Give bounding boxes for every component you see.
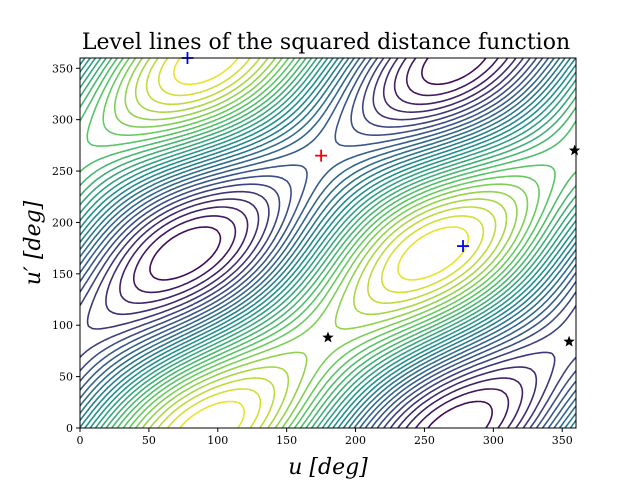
- y-tick-label: 150: [52, 268, 73, 281]
- chart-title: Level lines of the squared distance func…: [82, 30, 570, 55]
- contour-level: [80, 58, 576, 428]
- y-tick-label: 250: [52, 165, 73, 178]
- contour-level: [80, 58, 576, 428]
- contour-level: [86, 58, 556, 428]
- contour-level: [80, 58, 576, 428]
- contour-level: [80, 58, 576, 428]
- black-star-marker: [568, 144, 581, 156]
- y-tick-label: 0: [66, 422, 73, 435]
- contour-level: [80, 58, 576, 428]
- plot-frame: [79, 57, 577, 429]
- black-star-marker: [563, 335, 575, 347]
- contour-level: [133, 58, 510, 428]
- x-axis-label: u [deg]: [288, 455, 368, 480]
- y-tick-label: 100: [52, 319, 73, 332]
- x-tick-label: 0: [77, 434, 84, 447]
- x-tick-label: 300: [483, 434, 504, 447]
- x-tick-label: 250: [414, 434, 435, 447]
- contour-level: [86, 58, 556, 428]
- contour-level: [80, 58, 576, 428]
- x-tick-label: 150: [276, 434, 297, 447]
- y-tick-label: 300: [52, 114, 73, 127]
- contour-level: [80, 58, 576, 428]
- x-axis: 0 50 100 150 200 250 300 350: [77, 428, 573, 447]
- contour-level: [80, 58, 576, 428]
- contour-level: [80, 58, 576, 428]
- contour-level: [173, 58, 470, 428]
- x-tick-label: 200: [345, 434, 366, 447]
- contour-level: [157, 58, 485, 428]
- x-tick-label: 350: [552, 434, 573, 447]
- blue-cross-marker: [457, 240, 470, 253]
- contour-lines: [80, 58, 576, 428]
- contour-level: [80, 58, 576, 428]
- contour-level: [80, 58, 576, 428]
- contour-level: [80, 58, 576, 428]
- contour-level: [80, 58, 576, 428]
- black-star-marker: [322, 331, 334, 343]
- y-tick-label: 200: [52, 216, 73, 229]
- x-tick-label: 100: [207, 434, 228, 447]
- contour-level: [80, 58, 576, 428]
- y-axis-label: u′ [deg]: [21, 200, 46, 285]
- x-tick-label: 50: [142, 434, 156, 447]
- contour-level: [113, 58, 529, 428]
- red-cross-marker: [315, 149, 328, 162]
- y-axis: 0 50 100 150 200 250 300 350: [52, 62, 80, 435]
- y-tick-label: 350: [52, 62, 73, 75]
- y-tick-label: 50: [59, 371, 73, 384]
- contour-level: [149, 58, 493, 428]
- contour-level: [124, 58, 518, 428]
